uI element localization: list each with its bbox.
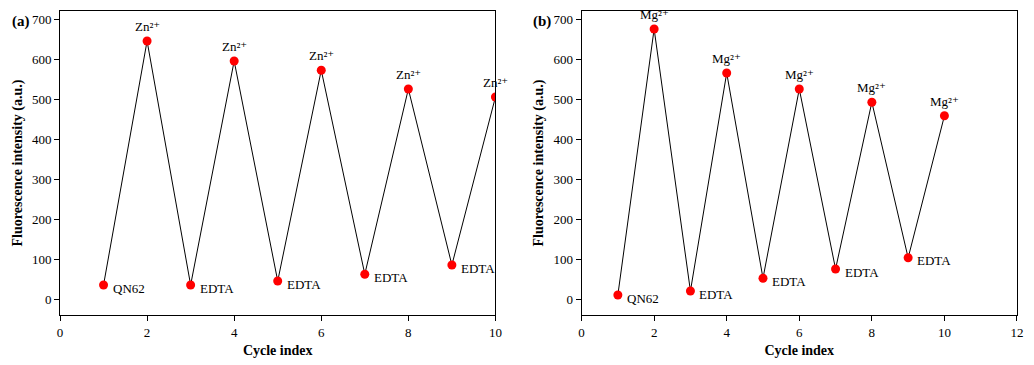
svg-text:100: 100 (32, 252, 52, 267)
svg-text:2: 2 (144, 325, 151, 340)
svg-text:Mg²⁺: Mg²⁺ (785, 67, 814, 82)
svg-text:8: 8 (405, 325, 412, 340)
svg-text:Fluorescence intensity (a.u.): Fluorescence intensity (a.u.) (531, 79, 547, 246)
svg-text:EDTA: EDTA (699, 287, 733, 302)
svg-text:Zn²⁺: Zn²⁺ (135, 19, 160, 34)
svg-text:0: 0 (45, 292, 52, 307)
svg-text:4: 4 (231, 325, 238, 340)
svg-text:EDTA: EDTA (845, 265, 879, 280)
svg-text:12: 12 (1010, 325, 1023, 340)
svg-text:Zn²⁺: Zn²⁺ (222, 39, 247, 54)
svg-text:EDTA: EDTA (287, 277, 321, 292)
svg-text:700: 700 (32, 12, 52, 27)
svg-text:0: 0 (566, 292, 573, 307)
svg-text:600: 600 (553, 52, 573, 67)
svg-text:EDTA: EDTA (461, 261, 495, 276)
svg-text:0: 0 (578, 325, 585, 340)
svg-text:300: 300 (553, 172, 573, 187)
svg-text:QN62: QN62 (627, 291, 659, 306)
svg-text:Zn²⁺: Zn²⁺ (309, 48, 334, 63)
svg-text:400: 400 (553, 132, 573, 147)
svg-text:6: 6 (318, 325, 325, 340)
svg-text:Zn²⁺: Zn²⁺ (396, 67, 421, 82)
svg-text:(a): (a) (12, 13, 30, 30)
svg-text:4: 4 (723, 325, 730, 340)
svg-text:EDTA: EDTA (772, 274, 806, 289)
svg-text:Mg²⁺: Mg²⁺ (930, 94, 959, 109)
svg-text:200: 200 (553, 212, 573, 227)
svg-text:EDTA: EDTA (200, 281, 234, 296)
svg-text:Zn²⁺: Zn²⁺ (483, 75, 508, 90)
svg-text:Cycle index: Cycle index (764, 343, 834, 358)
svg-text:600: 600 (32, 52, 52, 67)
svg-text:0: 0 (57, 325, 64, 340)
svg-text:10: 10 (489, 325, 502, 340)
svg-text:Cycle index: Cycle index (243, 343, 313, 358)
svg-text:10: 10 (938, 325, 951, 340)
svg-text:2: 2 (651, 325, 658, 340)
svg-text:300: 300 (32, 172, 52, 187)
svg-text:QN62: QN62 (113, 281, 145, 296)
svg-text:8: 8 (869, 325, 876, 340)
svg-text:Fluorescence intensity (a.u.): Fluorescence intensity (a.u.) (10, 79, 26, 246)
svg-text:(b): (b) (533, 13, 551, 30)
svg-text:200: 200 (32, 212, 52, 227)
svg-text:6: 6 (796, 325, 803, 340)
svg-text:EDTA: EDTA (374, 270, 408, 285)
svg-text:Mg²⁺: Mg²⁺ (857, 80, 886, 95)
svg-text:Mg²⁺: Mg²⁺ (712, 51, 741, 66)
svg-text:Mg²⁺: Mg²⁺ (640, 7, 669, 22)
svg-text:400: 400 (32, 132, 52, 147)
svg-text:500: 500 (32, 92, 52, 107)
svg-text:700: 700 (553, 12, 573, 27)
svg-text:100: 100 (553, 252, 573, 267)
svg-text:500: 500 (553, 92, 573, 107)
svg-text:EDTA: EDTA (917, 253, 951, 268)
